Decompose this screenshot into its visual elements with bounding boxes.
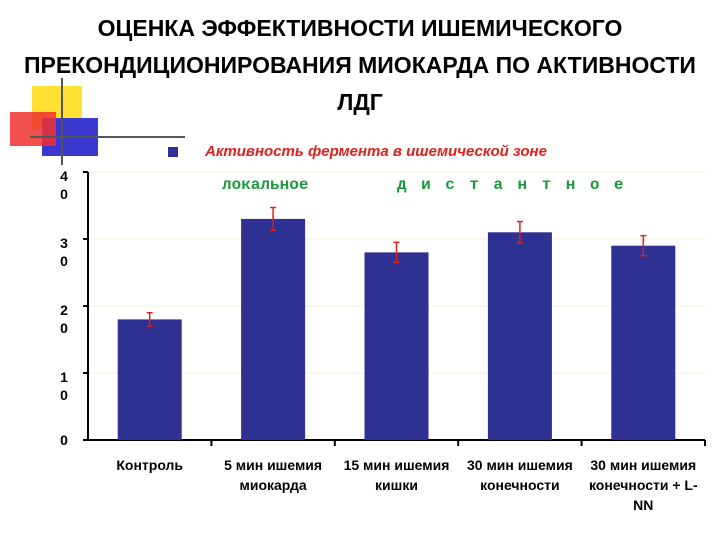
annotation: локальное (222, 176, 308, 194)
x-tick-label: 5 мин ишемия миокарда (224, 457, 323, 493)
bar (611, 245, 676, 440)
x-tick-label: 30 мин ишемия конечности + L-NN (588, 457, 698, 513)
x-tick-label: Контроль (116, 457, 184, 473)
y-tick-label: 0 (60, 432, 68, 448)
x-tick-label: 15 мин ишемия кишки (343, 457, 450, 493)
bar (364, 252, 429, 440)
y-tick-label: 40 (60, 168, 68, 202)
bar (241, 218, 306, 440)
decor-square (10, 112, 56, 146)
y-tick-label: 30 (60, 235, 68, 269)
legend-label: Активность фермента в ишемической зоне (204, 143, 547, 160)
bar (117, 319, 182, 440)
title: ОЦЕНКА ЭФФЕКТИВНОСТИ ИШЕМИЧЕСКОГО ПРЕКОН… (24, 15, 696, 115)
y-tick-label: 10 (60, 369, 68, 403)
x-tick-label: 30 мин ишемия конечности (466, 457, 573, 493)
legend-swatch (168, 147, 178, 157)
annotation: дистантное (397, 176, 638, 194)
y-tick-label: 20 (60, 302, 68, 336)
bar (487, 232, 552, 440)
